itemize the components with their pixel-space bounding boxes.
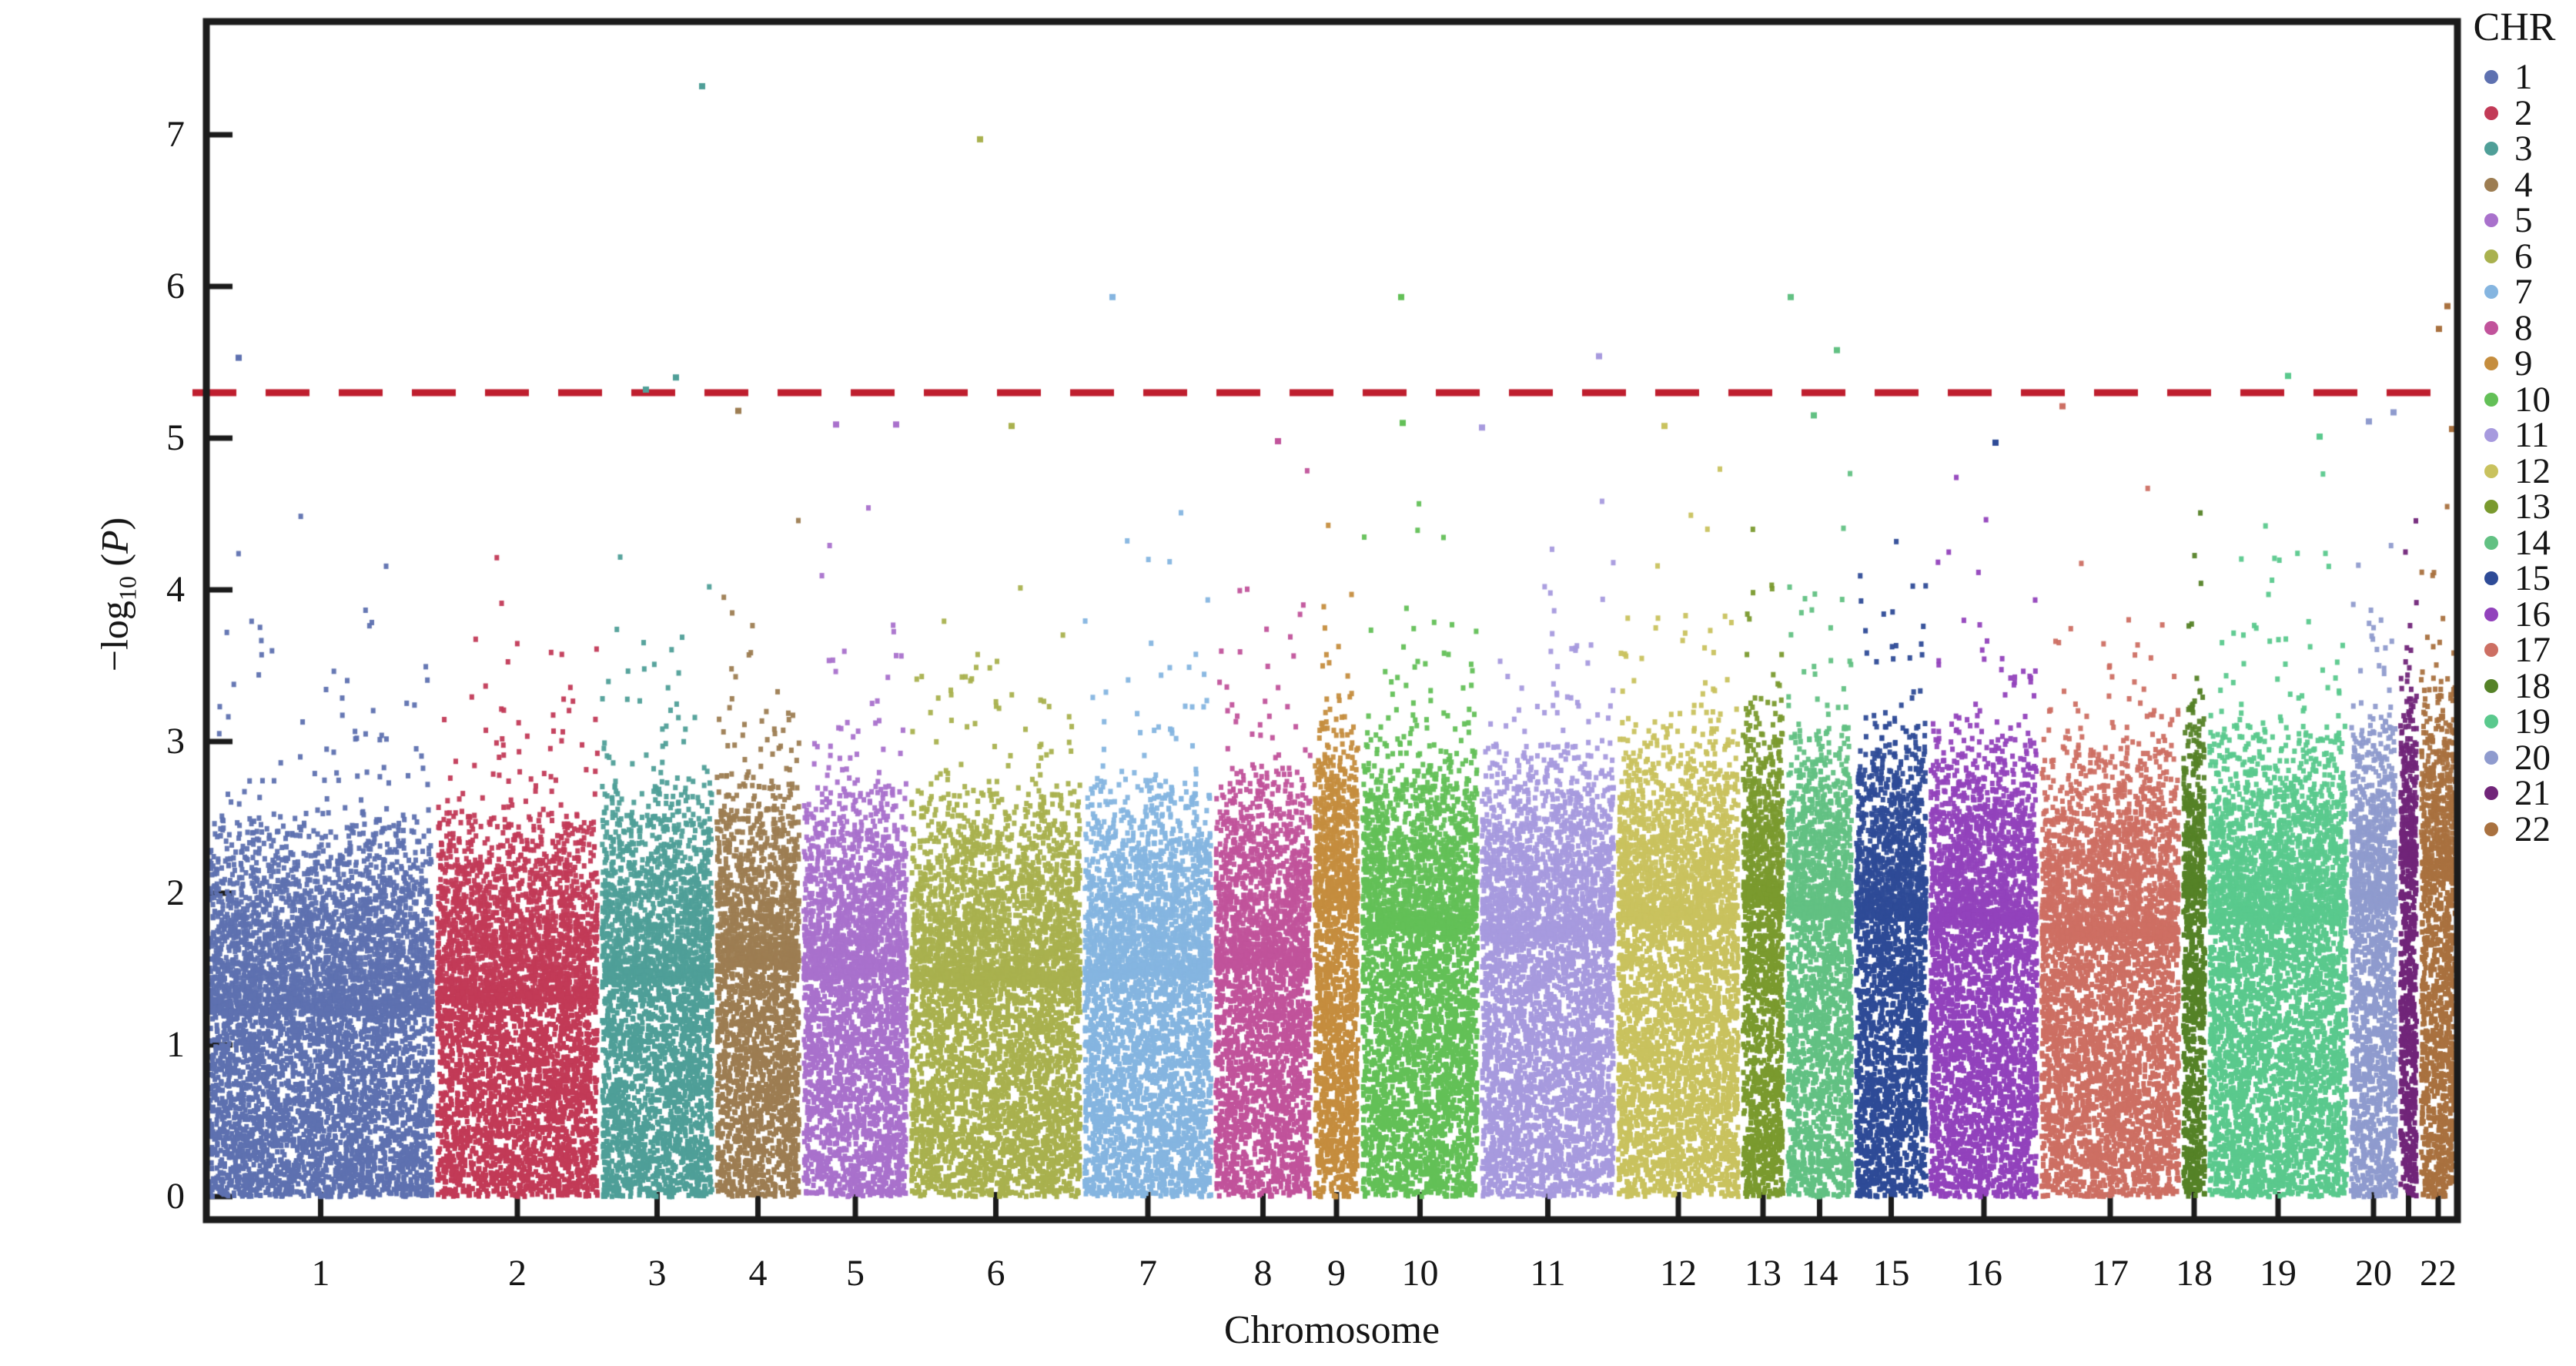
legend-label: 7	[2514, 272, 2533, 312]
legend-color-dot-icon	[2484, 786, 2498, 800]
legend-label: 17	[2514, 630, 2551, 670]
x-tick-label-chr-9: 9	[1327, 1253, 1346, 1294]
x-tick-label-chr-22: 22	[2420, 1253, 2457, 1294]
x-tick-label-chr-1: 1	[311, 1253, 330, 1294]
x-tick-label-chr-5: 5	[846, 1253, 865, 1294]
x-tick-label-chr-7: 7	[1139, 1253, 1157, 1294]
legend-label: 8	[2514, 307, 2533, 348]
legend-label: 15	[2514, 558, 2551, 598]
x-tick-label-chr-10: 10	[1401, 1253, 1439, 1294]
legend-label: 21	[2514, 773, 2551, 813]
legend-color-dot-icon	[2484, 643, 2498, 657]
legend-color-dot-icon	[2484, 535, 2498, 550]
legend-label: 12	[2514, 450, 2551, 491]
legend-color-dot-icon	[2484, 500, 2498, 514]
legend-color-dot-icon	[2484, 142, 2498, 156]
x-tick-label-chr-17: 17	[2092, 1253, 2129, 1294]
legend-color-dot-icon	[2484, 822, 2498, 836]
x-tick-label-chr-6: 6	[986, 1253, 1005, 1294]
x-tick-label-chr-2: 2	[508, 1253, 527, 1294]
y-tick-label-2: 2	[166, 872, 185, 913]
legend-color-dot-icon	[2484, 428, 2498, 442]
legend-label: 19	[2514, 701, 2551, 742]
legend-label: 20	[2514, 737, 2551, 778]
legend-label: 16	[2514, 594, 2551, 634]
legend-color-dot-icon	[2484, 678, 2498, 693]
y-tick-label-1: 1	[166, 1024, 185, 1065]
x-tick-label-chr-4: 4	[748, 1253, 768, 1294]
y-axis-title-close-paren: )	[92, 517, 136, 531]
x-tick-label-chr-8: 8	[1253, 1253, 1273, 1294]
y-tick-label-6: 6	[166, 266, 185, 306]
x-tick-label-chr-19: 19	[2260, 1253, 2297, 1294]
legend-color-dot-icon	[2484, 105, 2498, 120]
legend-color-dot-icon	[2484, 464, 2498, 478]
x-tick-label-chr-13: 13	[1745, 1253, 1781, 1294]
legend-color-dot-icon	[2484, 357, 2498, 370]
legend-color-dot-icon	[2484, 607, 2498, 621]
legend-color-dot-icon	[2484, 320, 2498, 335]
y-axis-title-variable: P	[92, 530, 136, 554]
x-tick-label-chr-16: 16	[1965, 1253, 2002, 1294]
x-axis-title: Chromosome	[1223, 1308, 1440, 1352]
legend-color-dot-icon	[2484, 571, 2498, 585]
legend-label: 3	[2514, 129, 2533, 169]
y-tick-label-7: 7	[166, 114, 185, 155]
x-tick-label-chr-3: 3	[647, 1253, 667, 1294]
legend-color-dot-icon	[2484, 750, 2498, 765]
x-tick-label-chr-14: 14	[1801, 1253, 1838, 1294]
legend-color-dot-icon	[2484, 213, 2498, 227]
x-tick-label-chr-12: 12	[1660, 1253, 1697, 1294]
legend-label: 5	[2514, 200, 2533, 240]
x-tick-label-chr-15: 15	[1872, 1253, 1910, 1294]
legend-color-dot-icon	[2484, 285, 2498, 299]
legend-color-dot-icon	[2484, 715, 2498, 728]
legend-label: 11	[2514, 415, 2550, 455]
legend-label: 1	[2514, 57, 2533, 97]
legend-label: 13	[2514, 487, 2551, 527]
y-tick-label-4: 4	[166, 569, 185, 610]
x-tick-label-chr-11: 11	[1530, 1253, 1566, 1294]
legend-label: 4	[2514, 164, 2533, 205]
legend-color-dot-icon	[2484, 249, 2498, 263]
legend-label: 10	[2514, 379, 2551, 420]
legend-label: 18	[2514, 665, 2551, 706]
legend-color-dot-icon	[2484, 177, 2498, 192]
x-tick-label-chr-20: 20	[2355, 1253, 2392, 1294]
legend-label: 6	[2514, 236, 2533, 276]
legend-label: 9	[2514, 343, 2533, 383]
y-tick-label-3: 3	[166, 721, 185, 762]
legend-title: CHR	[2473, 5, 2556, 49]
legend-color-dot-icon	[2484, 392, 2498, 407]
y-tick-label-0: 0	[166, 1176, 185, 1217]
legend-label: 22	[2514, 809, 2551, 849]
y-tick-label-5: 5	[166, 417, 185, 458]
legend-color-dot-icon	[2484, 70, 2498, 84]
x-tick-label-chr-18: 18	[2176, 1253, 2213, 1294]
legend-label: 2	[2514, 92, 2533, 133]
legend-label: 14	[2514, 522, 2551, 563]
